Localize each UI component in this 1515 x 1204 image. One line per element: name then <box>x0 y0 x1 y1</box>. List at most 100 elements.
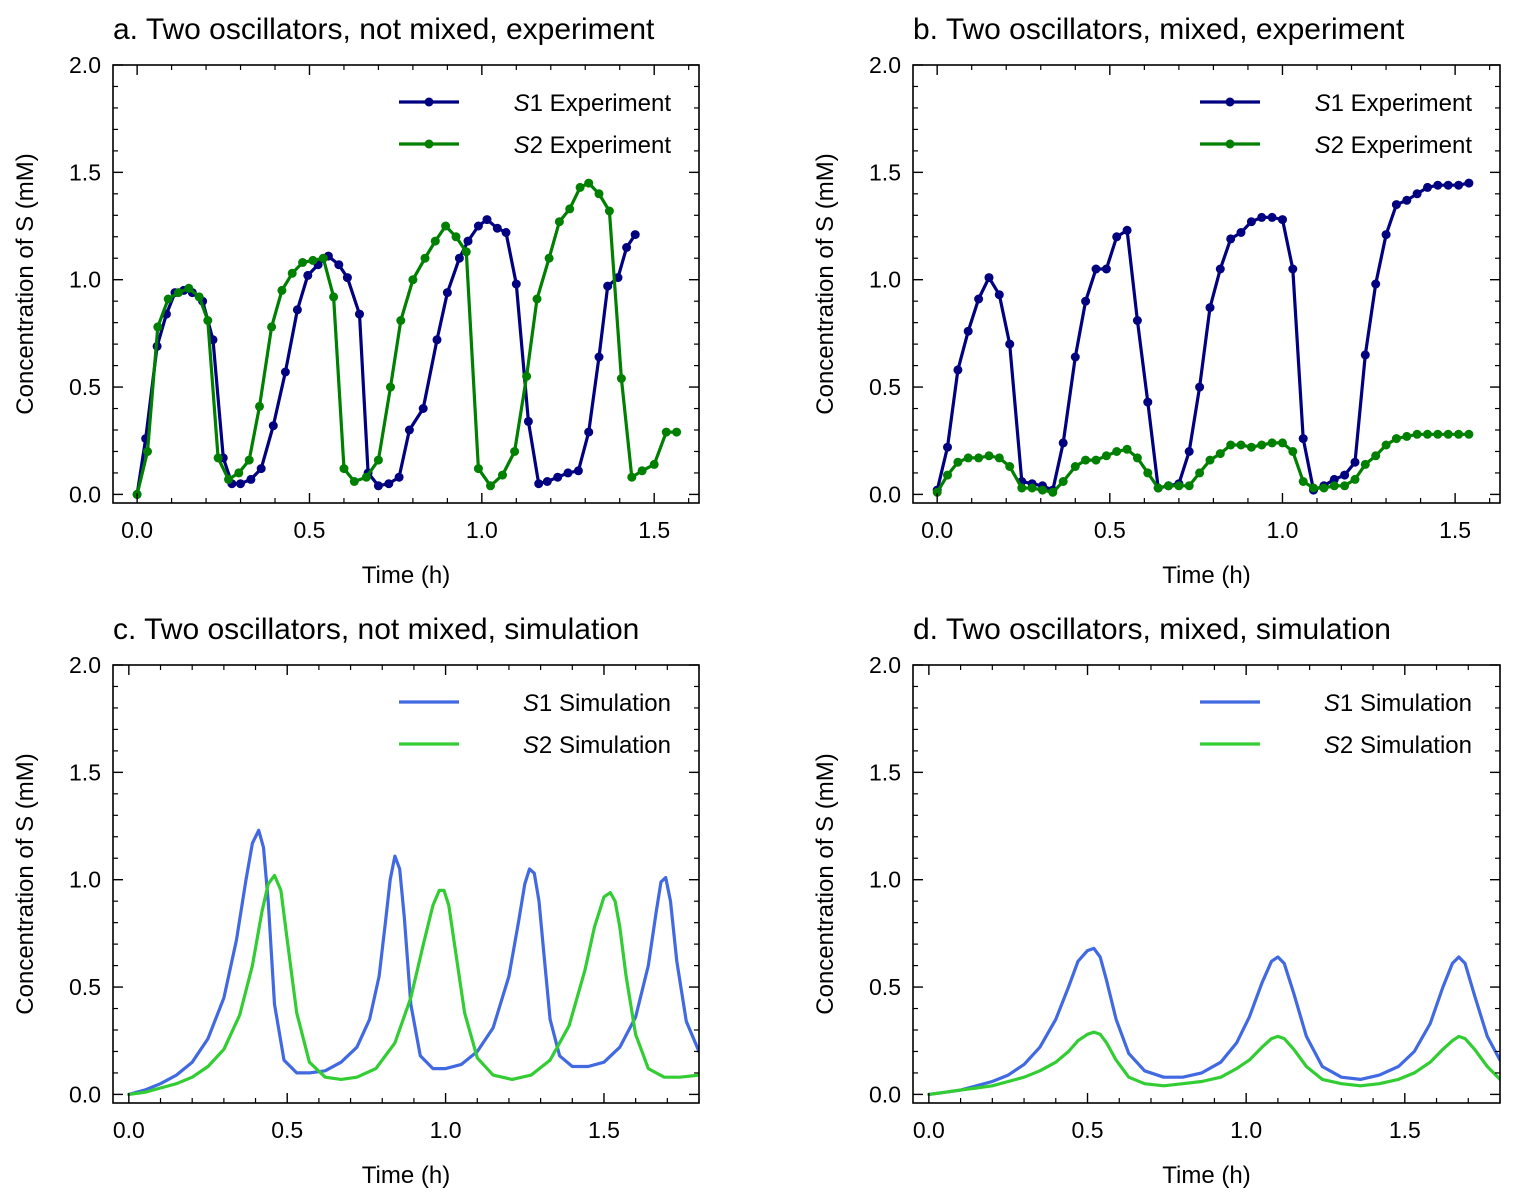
data-point-s2 <box>287 268 297 278</box>
x-axis-label: Time (h) <box>362 562 450 589</box>
data-point-s1 <box>953 365 963 375</box>
data-point-s2 <box>1360 459 1370 469</box>
data-point-s2 <box>1433 429 1443 439</box>
data-point-s1 <box>246 474 256 484</box>
y-tick-label: 1.0 <box>69 867 101 893</box>
data-point-s2 <box>361 472 371 482</box>
data-point-s2 <box>1464 429 1474 439</box>
series-line-s1 <box>935 181 1471 492</box>
data-point-s1 <box>1195 382 1205 392</box>
data-point-s1 <box>603 281 613 291</box>
data-point-s2 <box>1164 481 1173 491</box>
panel-title: c. Two oscillators, not mixed, simulatio… <box>113 613 639 646</box>
x-tick-label: 0.5 <box>1094 517 1126 543</box>
data-point-s2 <box>1454 429 1464 439</box>
data-point-s2 <box>194 292 204 302</box>
data-point-s1 <box>1246 217 1256 227</box>
x-tick-label: 0.0 <box>113 1117 145 1143</box>
data-point-s1 <box>1381 230 1391 240</box>
data-point-s1 <box>994 290 1004 300</box>
data-point-s2 <box>1257 440 1267 450</box>
data-point-s2 <box>510 447 520 456</box>
data-point-s2 <box>661 427 671 437</box>
data-point-s2 <box>616 374 626 383</box>
data-point-s2 <box>329 292 339 302</box>
data-point-s2 <box>1309 483 1318 493</box>
data-point-s1 <box>463 236 473 246</box>
data-point-s2 <box>267 322 277 332</box>
data-point-s1 <box>334 260 344 270</box>
legend-marker-s1 <box>424 97 434 107</box>
data-point-s1 <box>454 253 464 263</box>
data-point-s1 <box>1443 180 1453 190</box>
data-point-s2 <box>1443 429 1453 439</box>
data-point-s2 <box>604 206 614 216</box>
y-tick-label: 1.5 <box>869 159 901 185</box>
y-axis-label: Concentration of S (mM) <box>12 153 39 414</box>
data-point-s2 <box>584 178 594 188</box>
data-point-s1 <box>384 479 394 489</box>
data-point-s2 <box>627 472 637 482</box>
data-point-s2 <box>974 453 984 463</box>
data-point-s1 <box>1005 339 1015 349</box>
data-point-s2 <box>153 322 163 332</box>
data-point-s1 <box>984 273 994 283</box>
data-point-s2 <box>994 453 1004 463</box>
data-point-s2 <box>451 232 461 242</box>
data-point-s2 <box>984 451 994 461</box>
legend-label-text: 1 Simulation <box>539 690 671 717</box>
x-tick-label: 1.0 <box>1230 1117 1262 1143</box>
data-point-s2 <box>1267 438 1277 448</box>
data-point-s2 <box>1288 447 1298 456</box>
data-point-s2 <box>298 258 308 267</box>
y-tick-label: 0.0 <box>869 1081 901 1107</box>
legend-label-s2: S2 Simulation <box>523 732 671 759</box>
data-point-s2 <box>349 477 359 486</box>
series-line-s2 <box>927 1030 1500 1097</box>
data-point-s1 <box>1226 234 1236 244</box>
data-point-s1 <box>501 228 511 237</box>
legend-label-s2: S2 Simulation <box>1324 732 1472 759</box>
x-tick-label: 1.5 <box>1389 1117 1421 1143</box>
y-tick-label: 1.5 <box>869 759 901 785</box>
data-point-s1 <box>492 223 502 233</box>
data-point-s2 <box>143 447 152 456</box>
x-tick-label: 0.5 <box>1072 1117 1104 1143</box>
data-point-s1 <box>511 279 521 289</box>
data-point-s2 <box>532 294 542 304</box>
data-point-s2 <box>1423 429 1432 439</box>
data-point-s2 <box>277 285 287 295</box>
data-point-s2 <box>1226 440 1236 450</box>
data-point-s2 <box>1027 483 1037 493</box>
data-point-s1 <box>1464 178 1474 188</box>
data-point-s1 <box>1433 180 1443 190</box>
y-tick-label: 0.5 <box>69 374 101 400</box>
data-point-s2 <box>1381 440 1391 450</box>
data-point-s2 <box>396 316 406 325</box>
data-point-s2 <box>1153 483 1163 493</box>
data-point-s1 <box>373 481 383 491</box>
series-line-s1 <box>927 946 1500 1097</box>
data-point-s2 <box>1391 434 1401 444</box>
data-point-s1 <box>1236 228 1246 237</box>
panel-b: 0.0 0.5 1.0 1.5 0.0 0.5 1.0 1.5 2.0 b. Two oscill… <box>812 13 1501 589</box>
data-point-s1 <box>1132 316 1142 325</box>
data-point-s2 <box>1132 453 1142 463</box>
y-axis-label: Concentration of S (mM) <box>812 153 839 414</box>
y-tick-label: 0.5 <box>869 374 901 400</box>
data-point-s2 <box>373 455 383 465</box>
data-point-s1 <box>1081 296 1091 306</box>
data-point-s1 <box>1371 279 1381 289</box>
x-tick-label: 1.0 <box>430 1117 462 1143</box>
plot-area <box>932 178 1474 497</box>
data-point-s2 <box>255 401 264 411</box>
data-point-s1 <box>1143 397 1153 407</box>
data-point-s2 <box>486 481 495 491</box>
data-point-s2 <box>1091 455 1101 465</box>
data-point-s2 <box>441 221 451 231</box>
legend-label-text: 1 Experiment <box>530 90 672 117</box>
legend-label-text: 2 Experiment <box>530 132 672 159</box>
legend-label-symbol: S <box>1324 690 1340 717</box>
data-point-s2 <box>963 453 973 463</box>
y-tick-label: 2.0 <box>69 52 101 78</box>
